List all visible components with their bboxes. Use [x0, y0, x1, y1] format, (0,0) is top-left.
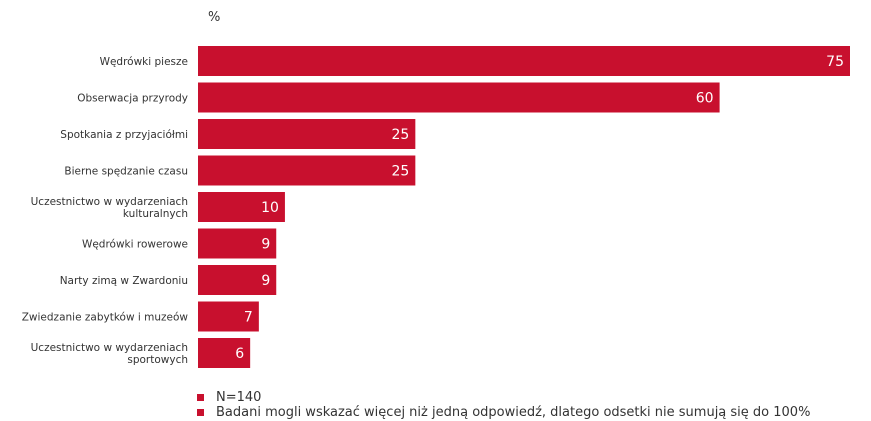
category-label-line: Wędrówki piesze — [100, 56, 188, 68]
category-label-line: Obserwacja przyrody — [77, 93, 188, 105]
category-label: Bierne spędzanie czasu — [64, 166, 188, 178]
bar — [198, 192, 285, 222]
category-label: Narty zimą w Zwardoniu — [60, 275, 188, 287]
data-label: 75 — [826, 54, 844, 70]
data-label: 25 — [392, 164, 410, 180]
bar — [198, 228, 277, 259]
category-label: Zwiedzanie zabytków i muzeów — [22, 312, 189, 324]
category-label-line: Zwiedzanie zabytków i muzeów — [22, 312, 189, 324]
square-bullet-icon — [197, 394, 204, 401]
bar — [198, 46, 850, 76]
bar — [198, 265, 277, 295]
footnote-text: Badani mogli wskazać więcej niż jedną od… — [216, 405, 811, 420]
bar — [198, 155, 416, 186]
category-label-line: sportowych — [127, 354, 188, 366]
bar — [198, 82, 720, 113]
bar — [198, 338, 251, 368]
category-label: Spotkania z przyjaciółmi — [60, 129, 188, 141]
bar — [198, 119, 416, 149]
data-label: 25 — [392, 127, 410, 143]
category-label: Wędrówki piesze — [100, 56, 188, 68]
square-bullet-icon — [197, 409, 204, 416]
category-label: Obserwacja przyrody — [77, 93, 188, 105]
data-label: 7 — [244, 310, 253, 326]
data-label: 10 — [261, 200, 279, 216]
category-label-line: Narty zimą w Zwardoniu — [60, 275, 188, 287]
footnote-multiple-answers: Badani mogli wskazać więcej niż jedną od… — [197, 405, 810, 420]
data-label: 6 — [235, 346, 244, 362]
category-label-line: Uczestnictwo w wydarzeniach — [31, 342, 188, 354]
category-label-line: Uczestnictwo w wydarzeniach — [31, 196, 188, 208]
category-label-line: Bierne spędzanie czasu — [64, 166, 188, 178]
category-label-line: Spotkania z przyjaciółmi — [60, 129, 188, 141]
category-label: Uczestnictwo w wydarzeniach kulturalnych — [31, 196, 188, 220]
category-label-line: kulturalnych — [123, 208, 188, 220]
data-label: 60 — [696, 91, 714, 107]
bar-chart: 75 Wędrówki piesze 60 Obserwacja przyrody 25… — [22, 46, 850, 368]
category-label-line: Wędrówki rowerowe — [82, 239, 188, 251]
footnote-text: N=140 — [216, 390, 262, 405]
category-label: Wędrówki rowerowe — [82, 239, 188, 251]
category-label: Uczestnictwo w wydarzeniach sportowych — [31, 342, 188, 366]
footnote-sample-size: N=140 — [197, 390, 810, 405]
bar — [198, 301, 259, 332]
unit-label: % — [208, 10, 221, 25]
data-label: 9 — [261, 237, 270, 253]
data-label: 9 — [261, 273, 270, 289]
footnotes: N=140 Badani mogli wskazać więcej niż je… — [197, 390, 810, 420]
